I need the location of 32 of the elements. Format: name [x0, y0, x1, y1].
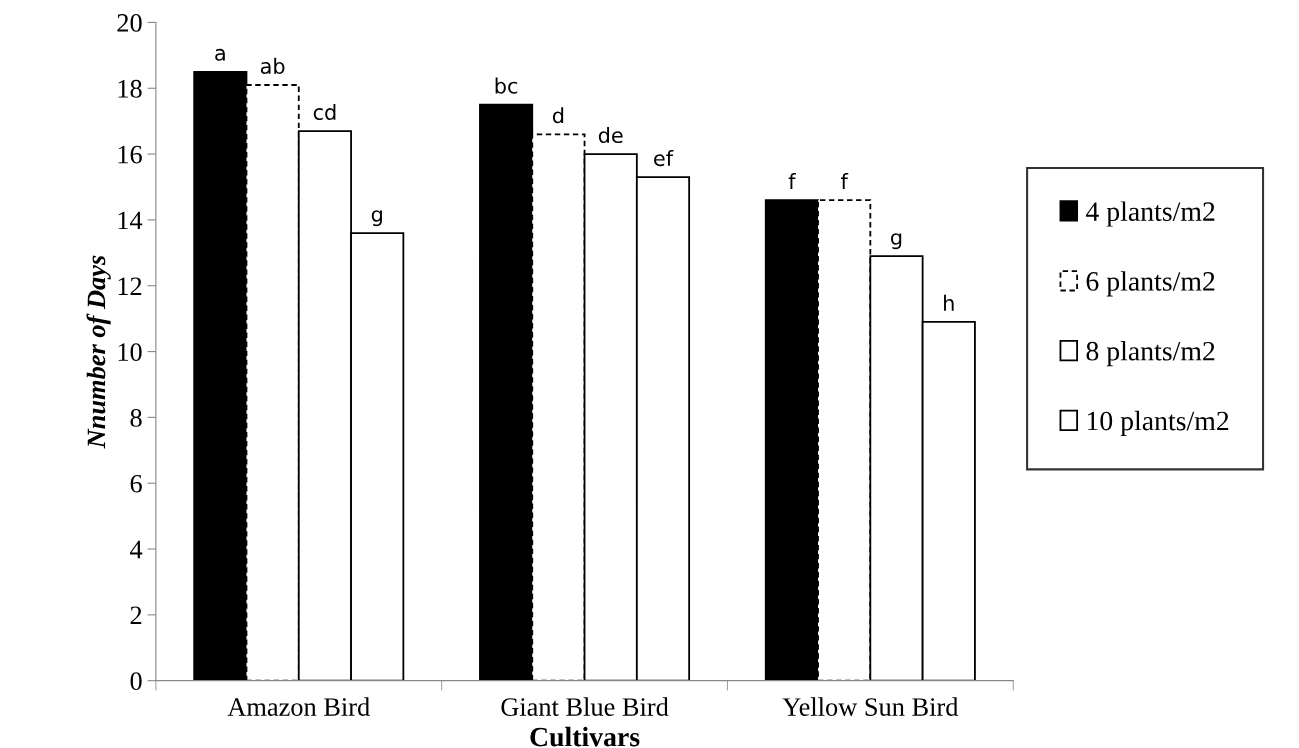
data-label: ef — [654, 150, 674, 167]
y-tick-label: 20 — [117, 14, 142, 32]
y-tick-label: 16 — [118, 145, 142, 164]
data-label: f — [788, 173, 796, 189]
data-label: cd — [313, 103, 336, 121]
y-tick-label: 4 — [130, 540, 143, 559]
data-label: g — [891, 233, 902, 250]
legend-label: 10 plants/m2 — [1087, 410, 1229, 437]
data-label: f — [840, 173, 849, 189]
data-label: d — [552, 107, 564, 124]
x-tick-label: Amazon Bird — [227, 697, 370, 716]
y-tick-label: 10 — [118, 343, 142, 361]
legend-label: 4 plants/m2 — [1085, 201, 1215, 227]
data-label: g — [371, 210, 382, 227]
y-tick-label: 12 — [118, 277, 142, 295]
y-tick-label: 18 — [118, 79, 142, 98]
data-label: ab — [260, 57, 285, 74]
y-tick-label: 0 — [130, 672, 142, 691]
legend-label: 8 plants/m2 — [1086, 341, 1215, 367]
legend-label: 6 plants/m2 — [1086, 271, 1215, 297]
y-tick-label: 6 — [130, 474, 142, 493]
x-tick-label: Yellow Sun Bird — [782, 697, 959, 716]
y-tick-label: 14 — [118, 211, 143, 230]
y-axis-title: Nnumber of Days — [86, 255, 111, 449]
x-tick-label: Giant Blue Bird — [501, 697, 669, 716]
data-label: bc — [495, 77, 518, 94]
data-label: de — [598, 126, 623, 144]
y-tick-label: 2 — [130, 606, 142, 625]
data-label: a — [215, 48, 225, 61]
y-tick-label: 8 — [130, 408, 142, 427]
data-label: h — [944, 294, 954, 311]
x-axis-title: Cultivars — [530, 726, 640, 747]
